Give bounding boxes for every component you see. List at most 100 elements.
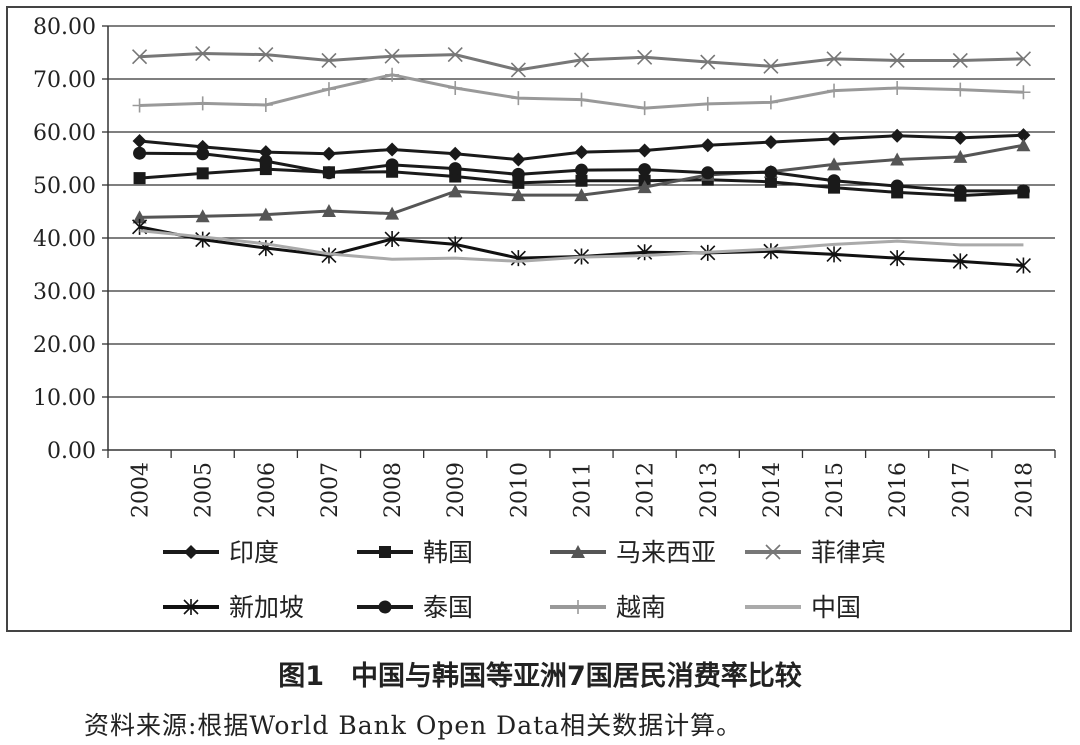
chart-frame xyxy=(6,6,1072,632)
data-point xyxy=(385,158,399,172)
x-tick-label: 2009 xyxy=(444,462,469,518)
y-tick-label: 0.00 xyxy=(47,439,96,464)
data-point xyxy=(258,47,274,63)
line-chart: 0.00 10.00 20.00 30.00 40.00 50.00 60.00 70.00 8… xyxy=(33,15,1056,622)
data-point xyxy=(1015,257,1031,274)
data-point xyxy=(637,143,652,158)
data-point xyxy=(763,95,778,110)
data-point xyxy=(953,184,967,198)
legend-item: 新加坡 xyxy=(163,593,304,622)
x-tick-label: 2014 xyxy=(760,462,785,518)
series-6 xyxy=(132,67,1031,116)
legend-item: 中国 xyxy=(745,593,861,622)
data-point xyxy=(574,188,589,202)
data-point xyxy=(384,231,400,248)
legend-item: 韩国 xyxy=(357,538,473,567)
series-0 xyxy=(132,128,1031,167)
data-point xyxy=(448,81,463,96)
data-point xyxy=(1016,85,1031,100)
legend-item: 越南 xyxy=(550,593,666,622)
data-point xyxy=(889,52,905,69)
data-point xyxy=(637,101,652,116)
data-point xyxy=(763,58,779,74)
data-point xyxy=(448,162,462,176)
figure-caption: 图1 中国与韩国等亚洲7国居民消费率比较 xyxy=(278,661,802,692)
legend-swatch-marker xyxy=(183,599,199,615)
legend-swatch-marker xyxy=(184,545,198,559)
legend-label: 新加坡 xyxy=(229,593,304,622)
x-tick-label: 2010 xyxy=(507,462,532,518)
y-tick-label: 30.00 xyxy=(33,280,96,305)
data-point xyxy=(258,97,273,112)
data-point xyxy=(322,166,336,180)
data-point xyxy=(574,145,589,160)
data-point xyxy=(385,206,400,220)
series-4 xyxy=(132,218,1031,274)
data-point xyxy=(700,138,715,153)
series-7 xyxy=(139,229,1024,263)
data-point xyxy=(827,174,841,188)
data-point xyxy=(132,134,147,149)
data-point xyxy=(826,246,842,263)
data-point xyxy=(827,83,842,98)
y-tick-label: 70.00 xyxy=(33,68,96,93)
x-tick-label: 2007 xyxy=(318,462,343,518)
data-point xyxy=(764,175,777,188)
x-tick-label: 2013 xyxy=(697,462,722,518)
legend-label: 印度 xyxy=(229,538,279,567)
x-tick-label: 2011 xyxy=(571,462,596,518)
series-3 xyxy=(132,45,1031,78)
data-point xyxy=(1016,138,1031,152)
data-point xyxy=(447,236,463,253)
data-point xyxy=(890,179,904,193)
legend-item: 马来西亚 xyxy=(550,538,716,567)
series-line xyxy=(139,229,1024,263)
legend-swatch-marker xyxy=(378,600,392,614)
data-point xyxy=(573,52,590,68)
x-tick-label: 2015 xyxy=(823,462,848,518)
data-point xyxy=(953,149,968,163)
data-point xyxy=(196,167,209,180)
data-point xyxy=(700,96,715,111)
legend-label: 菲律宾 xyxy=(811,538,886,567)
y-tick-label: 20.00 xyxy=(33,333,96,358)
data-point xyxy=(258,145,273,160)
y-tick-label: 40.00 xyxy=(33,227,96,252)
legend-item: 印度 xyxy=(163,538,279,567)
data-point xyxy=(132,210,147,224)
data-point xyxy=(890,81,905,96)
data-point xyxy=(132,98,147,113)
source-note: 资料来源:根据World Bank Open Data相关数据计算。 xyxy=(84,711,743,740)
legend-label: 越南 xyxy=(616,593,666,622)
legend-label: 泰国 xyxy=(423,593,473,622)
data-point xyxy=(195,45,211,62)
x-tick-label: 2012 xyxy=(634,462,659,518)
data-point xyxy=(826,51,842,67)
data-point xyxy=(321,82,336,97)
data-point xyxy=(953,82,968,97)
data-point xyxy=(132,49,148,65)
data-point xyxy=(195,231,211,248)
x-tick-label: 2016 xyxy=(886,462,911,518)
data-point xyxy=(511,152,526,167)
legend-label: 马来西亚 xyxy=(616,538,716,567)
data-point xyxy=(510,62,526,78)
data-point xyxy=(511,188,526,202)
data-point xyxy=(448,146,463,161)
data-point xyxy=(638,163,652,177)
series-5 xyxy=(133,146,1030,198)
x-tick-label: 2008 xyxy=(381,462,406,518)
data-point xyxy=(133,146,147,160)
data-point xyxy=(258,207,273,221)
data-point xyxy=(385,67,400,82)
legend-label: 中国 xyxy=(811,593,861,622)
data-point xyxy=(952,52,968,69)
data-point xyxy=(1016,128,1031,143)
legend-swatch-marker xyxy=(379,546,391,558)
data-point xyxy=(133,172,146,185)
data-point xyxy=(763,243,779,260)
data-point xyxy=(384,48,400,64)
x-tick-label: 2004 xyxy=(129,462,154,518)
data-point xyxy=(321,146,336,161)
data-point xyxy=(321,247,337,264)
